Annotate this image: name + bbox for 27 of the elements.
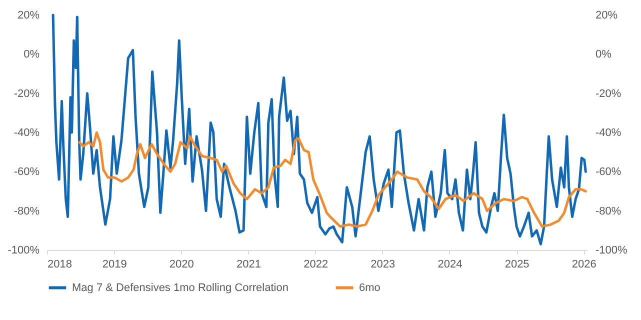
y2-tick-label: -20% xyxy=(596,88,622,100)
y2-tick-label: -80% xyxy=(596,205,622,218)
y-tick-label: -80% xyxy=(14,205,40,218)
y-tick-label: 0% xyxy=(24,48,40,61)
x-tick-label: 2018 xyxy=(48,258,72,270)
y2-tick-label: -40% xyxy=(596,127,622,139)
y2-tick-label: 20% xyxy=(596,10,618,22)
x-tick-label: 2022 xyxy=(304,258,328,270)
y-tick-label: -100% xyxy=(8,244,40,256)
legend-label: Mag 7 & Defensives 1mo Rolling Correlation xyxy=(72,282,288,294)
x-tick-label: 2020 xyxy=(169,258,194,270)
y-tick-label: -40% xyxy=(14,127,40,139)
x-tick-label: 2024 xyxy=(438,258,462,270)
y2-tick-label: 0% xyxy=(596,48,612,61)
x-tick-label: 2021 xyxy=(236,258,261,270)
x-tick-label: 2026 xyxy=(572,258,596,270)
y-tick-label: -20% xyxy=(14,88,40,100)
x-tick-label: 2025 xyxy=(504,258,530,270)
x-tick-label: 2019 xyxy=(102,258,127,270)
y-tick-label: 20% xyxy=(17,10,40,22)
line-series xyxy=(52,14,587,246)
y-tick-label: -60% xyxy=(14,166,40,178)
x-tick-label: 2023 xyxy=(370,258,396,270)
line-series xyxy=(78,131,587,228)
y2-tick-label: -60% xyxy=(596,166,622,178)
legend-label: 6mo xyxy=(359,282,380,294)
y2-tick-label: -100% xyxy=(596,244,628,256)
